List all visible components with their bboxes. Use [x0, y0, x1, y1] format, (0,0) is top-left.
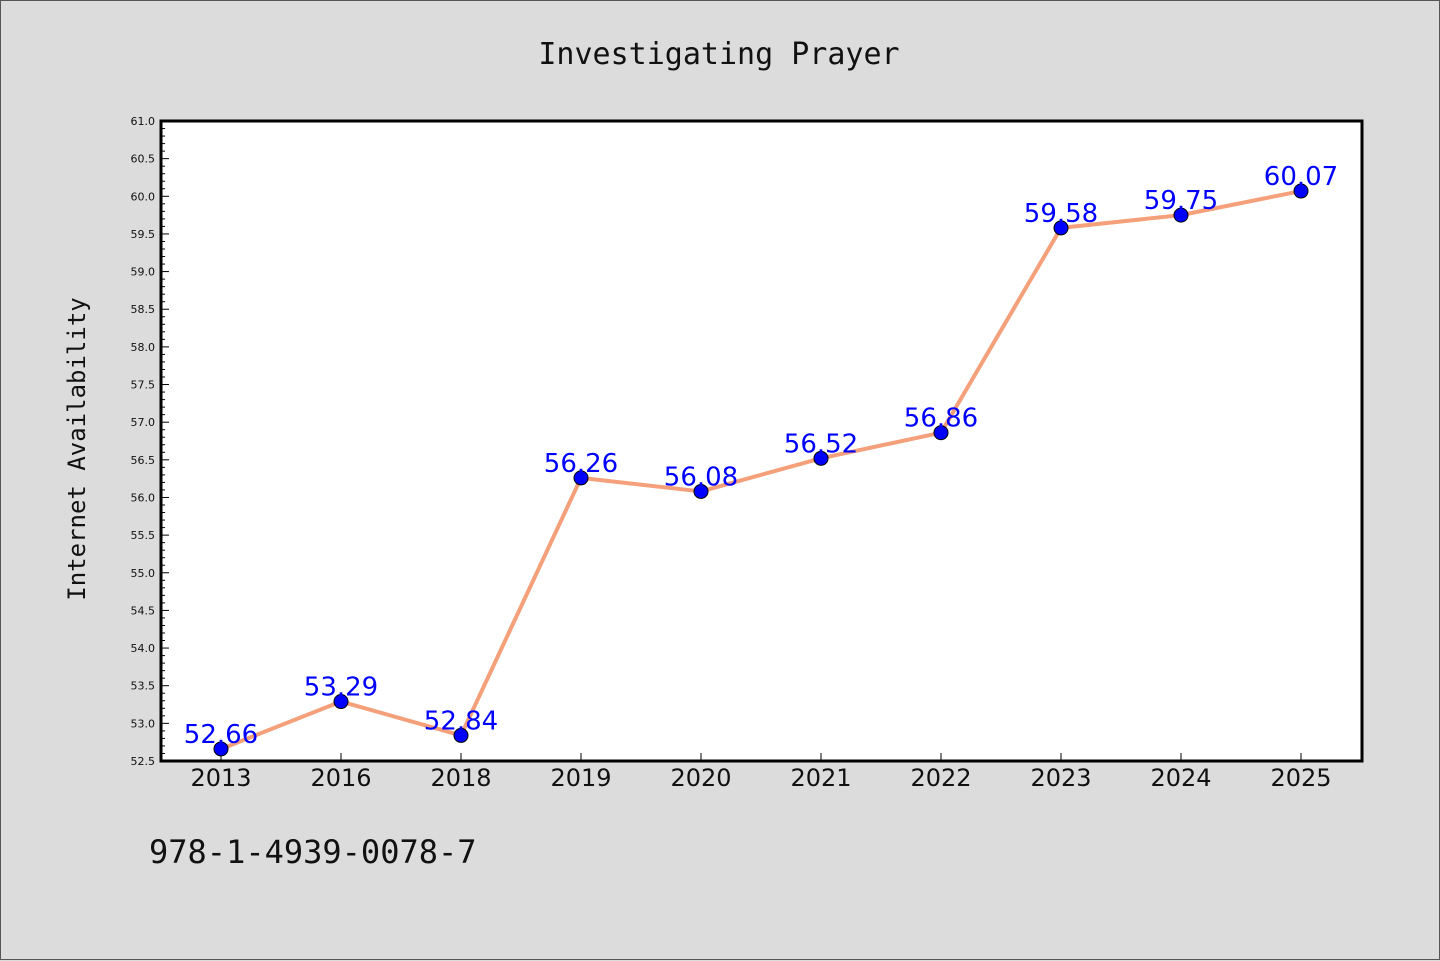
data-point: [813, 450, 829, 466]
y-tick-label: 55.0: [131, 567, 156, 580]
chart-title: Investigating Prayer: [538, 37, 899, 72]
y-tick-label: 61.0: [131, 115, 156, 128]
data-label: 59.58: [1024, 199, 1098, 229]
y-tick-label: 60.5: [131, 153, 156, 166]
data-point: [1173, 207, 1189, 223]
y-tick-label: 57.5: [131, 379, 156, 392]
data-point: [1293, 183, 1309, 199]
x-tick-label: 2016: [310, 764, 371, 792]
y-tick-label: 53.0: [131, 717, 156, 730]
x-tick-label: 2020: [670, 764, 731, 792]
y-tick-label: 52.5: [131, 755, 156, 768]
y-tick-label: 59.0: [131, 266, 156, 279]
data-point: [213, 741, 229, 757]
y-axis-label: Internet Availability: [63, 297, 91, 600]
data-point: [1053, 220, 1069, 236]
y-tick-label: 56.5: [131, 454, 156, 467]
y-tick-label: 56.0: [131, 491, 156, 504]
data-point: [333, 694, 349, 710]
y-tick-label: 54.0: [131, 642, 156, 655]
data-point: [933, 425, 949, 441]
series-group: 52.66 53.29 52.84 56.26 56.08 56.52 56.86 59.58…: [184, 162, 1338, 757]
data-label: 53.29: [304, 673, 378, 703]
x-axis-ticks: 2013 2016 2018 2019 2020 2021 2022 2023 2024 2025: [190, 753, 1332, 792]
plot-area: [159, 119, 1364, 763]
data-label: 56.86: [904, 404, 978, 434]
y-tick-label: 59.5: [131, 228, 156, 241]
y-tick-label: 54.5: [131, 604, 156, 617]
data-label: 60.07: [1264, 162, 1338, 192]
y-tick-label: 58.0: [131, 341, 156, 354]
y-tick-label: 60.0: [131, 190, 156, 203]
data-label: 59.75: [1144, 186, 1218, 216]
y-tick-label: 58.5: [131, 303, 156, 316]
data-point: [693, 483, 709, 499]
data-label: 56.52: [784, 429, 858, 459]
data-label: 52.84: [424, 706, 498, 736]
data-point: [573, 470, 589, 486]
x-tick-label: 2013: [190, 764, 251, 792]
x-tick-label: 2022: [910, 764, 971, 792]
data-label: 56.08: [664, 462, 738, 492]
y-tick-label: 55.5: [131, 529, 156, 542]
data-point: [453, 727, 469, 743]
x-tick-label: 2025: [1270, 764, 1331, 792]
x-tick-label: 2019: [550, 764, 611, 792]
x-tick-label: 2021: [790, 764, 851, 792]
x-tick-label: 2018: [430, 764, 491, 792]
isbn-text: 978-1-4939-0078-7: [149, 833, 477, 871]
x-tick-label: 2023: [1030, 764, 1091, 792]
y-tick-label: 53.5: [131, 680, 156, 693]
data-label: 56.26: [544, 449, 618, 479]
x-tick-label: 2024: [1150, 764, 1211, 792]
series-line: [220, 189, 1302, 751]
y-tick-label: 57.0: [131, 416, 156, 429]
data-label: 52.66: [184, 720, 258, 750]
y-axis-ticks: 52.5 53.0 53.5 54.0 54.5 55.0 55.5 56.0 56.5 57.0…: [131, 115, 169, 768]
